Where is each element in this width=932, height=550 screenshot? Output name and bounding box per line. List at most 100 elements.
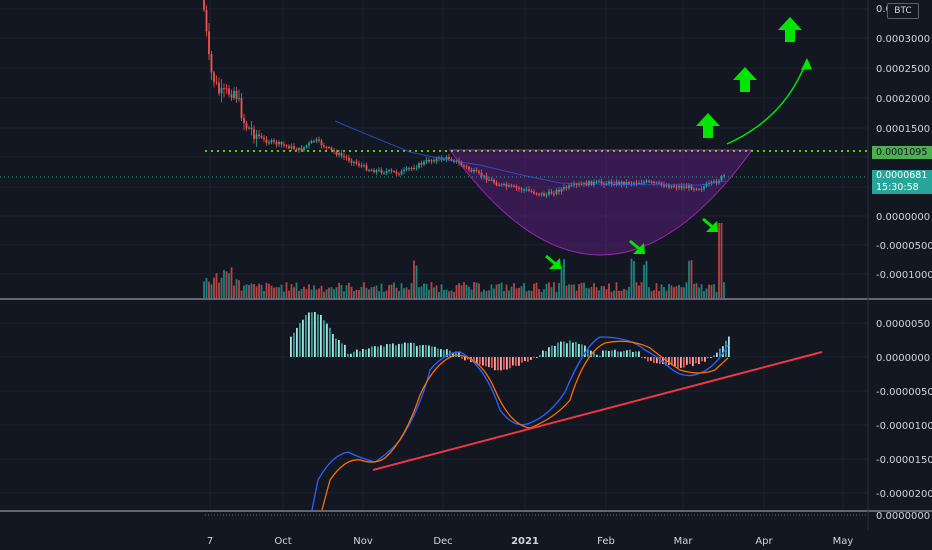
macd-histogram-bar [488, 357, 490, 368]
candle [675, 186, 678, 188]
volume-bar [320, 285, 323, 298]
candle [580, 184, 583, 186]
macd-axis-label: -0.0000050 [876, 387, 932, 398]
volume-bar [478, 283, 480, 298]
volume-bar [288, 290, 290, 298]
volume-bar [240, 290, 243, 298]
candle [238, 98, 240, 100]
macd-histogram-bar [485, 357, 487, 367]
volume-bar [438, 291, 440, 298]
candle [278, 142, 280, 145]
macd-histogram-bar [572, 342, 574, 357]
candle [210, 54, 213, 73]
macd-histogram-bar [332, 334, 334, 357]
volume-bar [345, 285, 348, 298]
volume-bar [213, 277, 215, 298]
candle [265, 139, 268, 143]
macd-histogram-bar [521, 357, 523, 363]
cup-pattern-shape [449, 149, 753, 256]
candle [610, 181, 613, 185]
volume-bar [660, 284, 663, 298]
macd-histogram-bar [452, 352, 454, 357]
volume-bar [503, 291, 505, 298]
volume-bar [548, 282, 550, 298]
candle [680, 186, 683, 188]
volume-bar [303, 286, 305, 298]
candle [598, 181, 600, 183]
volume-bar [223, 270, 225, 298]
volume-bar [215, 273, 218, 298]
volume-bar [515, 288, 518, 298]
volume-bar [585, 287, 588, 298]
candle [315, 139, 318, 142]
candle [435, 158, 438, 162]
volume-bar [493, 288, 495, 298]
macd-histogram-bar [479, 357, 481, 365]
date-axis-label: Mar [674, 536, 694, 547]
volume-bar [238, 280, 240, 298]
candle [475, 170, 478, 172]
volume-bar [678, 284, 680, 298]
projection-curve [726, 61, 807, 145]
volume-bar [290, 284, 293, 298]
candle [343, 155, 345, 157]
volume-bar [318, 288, 320, 298]
volume-bar [328, 287, 330, 298]
macd-histogram-bar [686, 357, 688, 365]
candle [683, 186, 685, 188]
candle [395, 171, 398, 174]
macd-histogram-bar [335, 338, 337, 357]
macd-histogram-bar [476, 357, 478, 364]
volume-bar [343, 291, 345, 298]
candle [338, 152, 340, 155]
macd-histogram-bar [629, 349, 631, 357]
candle [543, 193, 545, 196]
candle [615, 181, 618, 185]
candle [355, 161, 358, 164]
macd-histogram-bar [596, 354, 598, 357]
candle [690, 185, 693, 190]
volume-bar [665, 290, 668, 298]
candle [623, 181, 625, 185]
candle [418, 163, 420, 168]
candle [545, 194, 548, 196]
macd-histogram-bar [419, 345, 421, 357]
macd-histogram-bar [503, 357, 505, 370]
macd-histogram-bar [641, 357, 643, 358]
candle [643, 181, 645, 184]
candle [305, 145, 308, 148]
volume-bar [485, 290, 488, 298]
candle [285, 145, 288, 147]
volume-bar [275, 287, 278, 298]
volume-bar [685, 282, 688, 298]
macd-histogram-bar [719, 348, 721, 357]
candle [228, 88, 230, 95]
volume-bar [638, 285, 640, 298]
macd-histogram-bar [713, 355, 715, 357]
volume-bar [568, 284, 570, 298]
candle [668, 185, 670, 188]
volume-bar [588, 288, 590, 298]
macd-histogram-bar [656, 357, 658, 364]
candle [425, 160, 428, 162]
volume-bar [525, 291, 528, 298]
candle [550, 191, 553, 194]
macd-histogram-bar [578, 343, 580, 357]
candle [468, 167, 470, 170]
volume-bar [543, 289, 545, 298]
volume-bar [375, 285, 378, 298]
volume-bar [655, 283, 658, 298]
candle [385, 171, 388, 173]
macd-histogram-bar [647, 357, 649, 362]
volume-bar [255, 286, 258, 298]
moving-average-line [334, 120, 727, 186]
candle [558, 189, 560, 192]
symbol-badge[interactable]: BTC [887, 3, 919, 19]
macd-histogram-bar [320, 315, 322, 357]
macd-histogram-bar [575, 341, 577, 357]
candle [490, 179, 493, 181]
macd-histogram-bar [632, 352, 634, 357]
candle [705, 183, 708, 187]
macd-histogram-bar [536, 357, 538, 358]
